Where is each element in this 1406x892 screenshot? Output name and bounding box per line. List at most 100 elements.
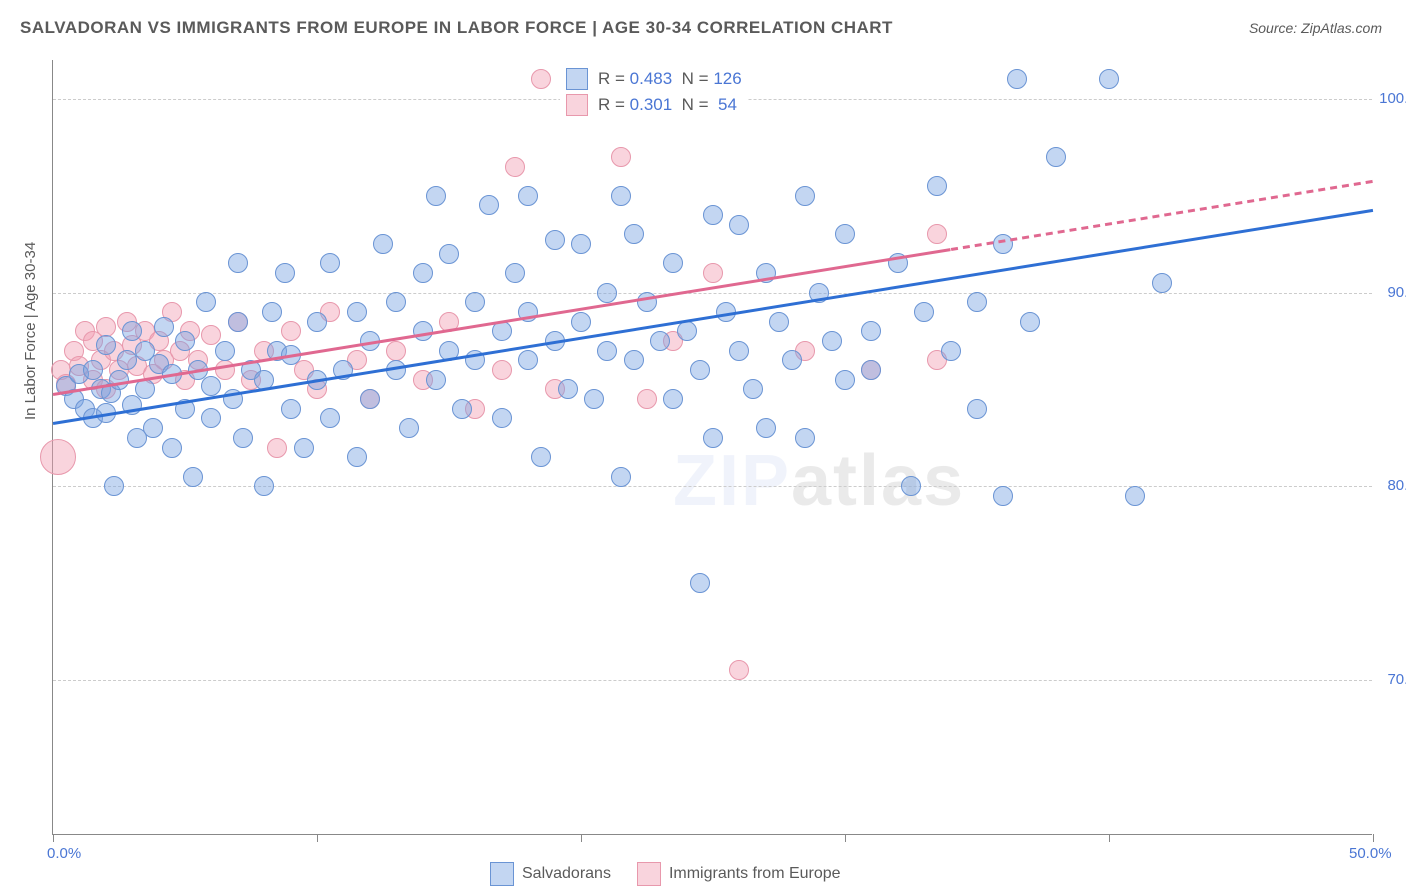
trend-line — [950, 180, 1373, 251]
scatter-point — [518, 186, 538, 206]
scatter-point — [96, 335, 116, 355]
x-tick-label: 50.0% — [1349, 845, 1392, 862]
x-tick — [317, 834, 318, 842]
scatter-point — [162, 438, 182, 458]
scatter-point — [347, 447, 367, 467]
legend-label: Immigrants from Europe — [669, 865, 841, 883]
stats-row-blue: R = 0.483 N = 126 — [566, 66, 742, 92]
scatter-point — [492, 360, 512, 380]
scatter-point — [386, 341, 406, 361]
scatter-point — [465, 292, 485, 312]
scatter-point — [40, 439, 76, 475]
x-tick — [845, 834, 846, 842]
scatter-point — [597, 283, 617, 303]
gridline — [53, 680, 1372, 681]
gridline — [53, 486, 1372, 487]
scatter-point — [492, 321, 512, 341]
scatter-point — [109, 370, 129, 390]
x-tick — [1373, 834, 1374, 842]
scatter-point — [1007, 69, 1027, 89]
scatter-point — [104, 476, 124, 496]
scatter-point — [320, 408, 340, 428]
scatter-point — [281, 321, 301, 341]
scatter-point — [117, 350, 137, 370]
scatter-point — [215, 341, 235, 361]
scatter-point — [233, 428, 253, 448]
scatter-point — [1125, 486, 1145, 506]
scatter-point — [439, 244, 459, 264]
legend: Salvadorans Immigrants from Europe — [490, 862, 841, 886]
scatter-point — [492, 408, 512, 428]
scatter-point — [729, 341, 749, 361]
scatter-point — [426, 186, 446, 206]
scatter-point — [967, 292, 987, 312]
scatter-point — [275, 263, 295, 283]
scatter-point — [611, 467, 631, 487]
scatter-point — [782, 350, 802, 370]
correlation-stats-box: R = 0.483 N = 126 R = 0.301 N = 54 — [560, 64, 748, 120]
y-tick-label: 90.0% — [1387, 284, 1406, 301]
scatter-point — [993, 486, 1013, 506]
scatter-point — [624, 350, 644, 370]
scatter-point — [281, 399, 301, 419]
legend-item-pink: Immigrants from Europe — [637, 862, 841, 886]
scatter-point — [228, 253, 248, 273]
scatter-point — [201, 408, 221, 428]
scatter-point — [597, 341, 617, 361]
gridline — [53, 293, 1372, 294]
legend-swatch-pink-icon — [637, 862, 661, 886]
scatter-point — [703, 205, 723, 225]
scatter-point — [795, 186, 815, 206]
scatter-point — [83, 360, 103, 380]
scatter-point — [611, 147, 631, 167]
scatter-point — [927, 224, 947, 244]
watermark: ZIPatlas — [673, 440, 965, 522]
scatter-point — [531, 69, 551, 89]
scatter-point — [795, 428, 815, 448]
scatter-point — [505, 263, 525, 283]
scatter-point — [122, 321, 142, 341]
scatter-point — [993, 234, 1013, 254]
scatter-point — [624, 224, 644, 244]
stats-row-pink: R = 0.301 N = 54 — [566, 92, 742, 118]
scatter-point — [505, 157, 525, 177]
y-axis-label: In Labor Force | Age 30-34 — [22, 242, 39, 420]
scatter-point — [175, 331, 195, 351]
y-tick-label: 80.0% — [1387, 477, 1406, 494]
scatter-point — [307, 312, 327, 332]
chart-title: SALVADORAN VS IMMIGRANTS FROM EUROPE IN … — [20, 18, 893, 38]
legend-item-blue: Salvadorans — [490, 862, 611, 886]
scatter-point — [360, 389, 380, 409]
scatter-point — [254, 476, 274, 496]
scatter-point — [1099, 69, 1119, 89]
scatter-point — [386, 292, 406, 312]
scatter-point — [571, 234, 591, 254]
x-tick — [1109, 834, 1110, 842]
scatter-point — [822, 331, 842, 351]
scatter-point — [914, 302, 934, 322]
scatter-point — [228, 312, 248, 332]
scatter-point — [756, 418, 776, 438]
scatter-point — [143, 418, 163, 438]
scatter-point — [196, 292, 216, 312]
y-tick-label: 100.0% — [1379, 90, 1406, 107]
scatter-point — [650, 331, 670, 351]
legend-swatch-blue-icon — [490, 862, 514, 886]
swatch-blue-icon — [566, 68, 588, 90]
scatter-point — [729, 660, 749, 680]
scatter-point — [927, 176, 947, 196]
trend-line — [53, 209, 1373, 425]
scatter-point — [373, 234, 393, 254]
scatter-point — [320, 253, 340, 273]
scatter-point — [1046, 147, 1066, 167]
scatter-point — [545, 230, 565, 250]
scatter-plot: ZIPatlas 70.0%80.0%90.0%100.0%0.0%50.0% — [52, 60, 1372, 835]
scatter-point — [571, 312, 591, 332]
scatter-point — [941, 341, 961, 361]
scatter-point — [558, 379, 578, 399]
scatter-point — [479, 195, 499, 215]
scatter-point — [183, 467, 203, 487]
scatter-point — [835, 370, 855, 390]
scatter-point — [835, 224, 855, 244]
scatter-point — [347, 302, 367, 322]
